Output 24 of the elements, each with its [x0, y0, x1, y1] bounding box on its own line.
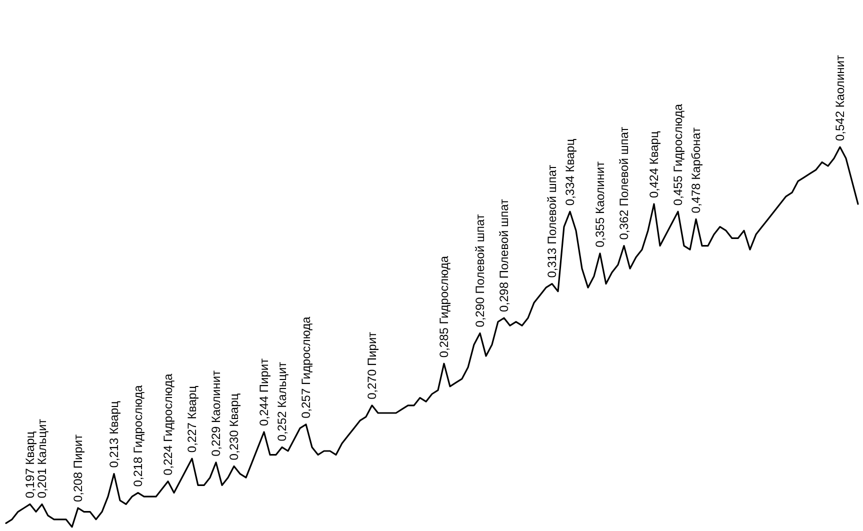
annotation: 0,224 Гидрослюда: [161, 373, 175, 476]
annotation: 0,478 Карбонат: [689, 126, 703, 214]
annotation: 0,208 Пирит: [71, 434, 85, 502]
annotation: 0,355 Каолинит: [593, 160, 607, 248]
annotation: 0,285 Гидрослюда: [437, 256, 451, 358]
annotation: 0,218 Гидрослюда: [131, 384, 145, 487]
annotation: 0,197 Кварц: [23, 431, 37, 498]
annotation: 0,362 Полевой шпат: [617, 126, 631, 240]
annotation: 0,229 Каолинит: [209, 370, 223, 456]
annotation: 0,252 Кальцит: [275, 361, 289, 442]
annotation: 0,542 Каолинит: [833, 54, 847, 141]
annotation: 0,334 Кварц: [563, 138, 577, 206]
annotation: 0,290 Полевой шпат: [473, 214, 487, 328]
annotation: 0,230 Кварц: [227, 393, 241, 460]
annotation: 0,213 Кварц: [107, 400, 121, 468]
annotation: 0,455 Гидрослюда: [671, 104, 685, 206]
annotation: 0,424 Кварц: [647, 131, 661, 198]
annotation: 0,257 Гидрослюда: [299, 316, 313, 418]
annotation: 0,201 Кальцит: [35, 418, 49, 498]
annotation: 0,270 Пирит: [365, 331, 379, 400]
annotation: 0,244 Пирит: [257, 358, 271, 426]
annotation: 0,298 Полевой шпат: [497, 198, 511, 312]
annotation: 0,227 Кварц: [185, 386, 199, 453]
annotation: 0,313 Полевой шпат: [545, 164, 559, 278]
